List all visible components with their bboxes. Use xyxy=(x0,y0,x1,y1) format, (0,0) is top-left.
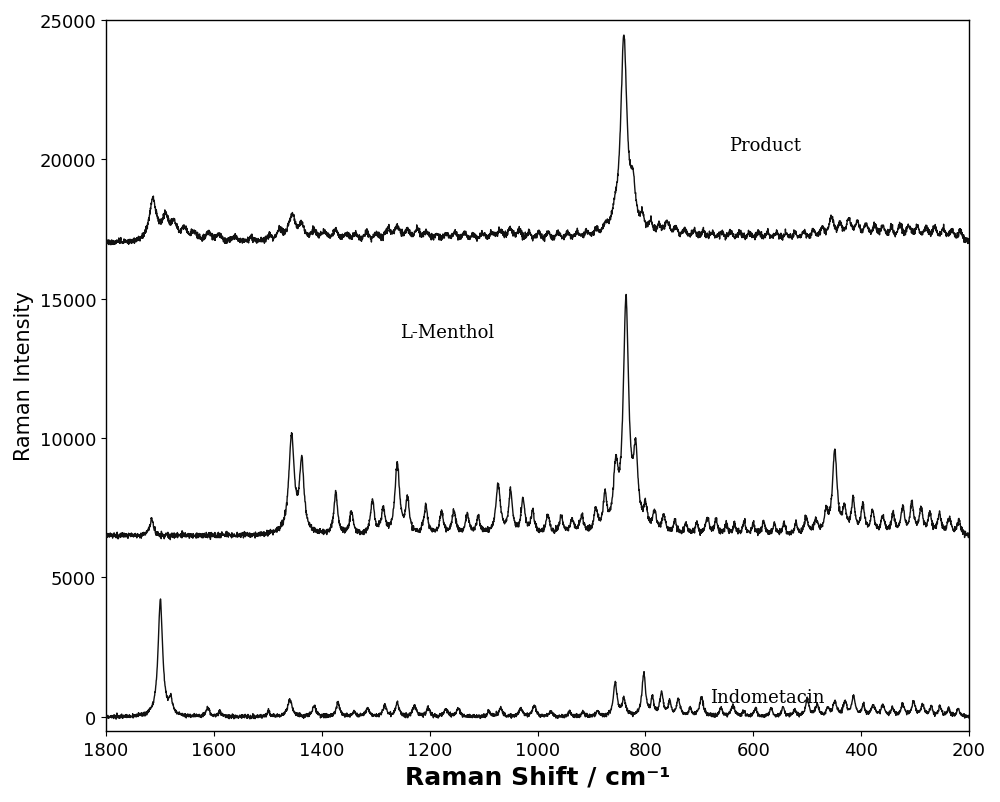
Text: L-Menthol: L-Menthol xyxy=(400,324,494,342)
Text: Product: Product xyxy=(729,137,801,155)
Text: Indometacin: Indometacin xyxy=(710,689,825,707)
Y-axis label: Raman Intensity: Raman Intensity xyxy=(14,291,34,460)
X-axis label: Raman Shift / cm⁻¹: Raman Shift / cm⁻¹ xyxy=(405,764,670,788)
